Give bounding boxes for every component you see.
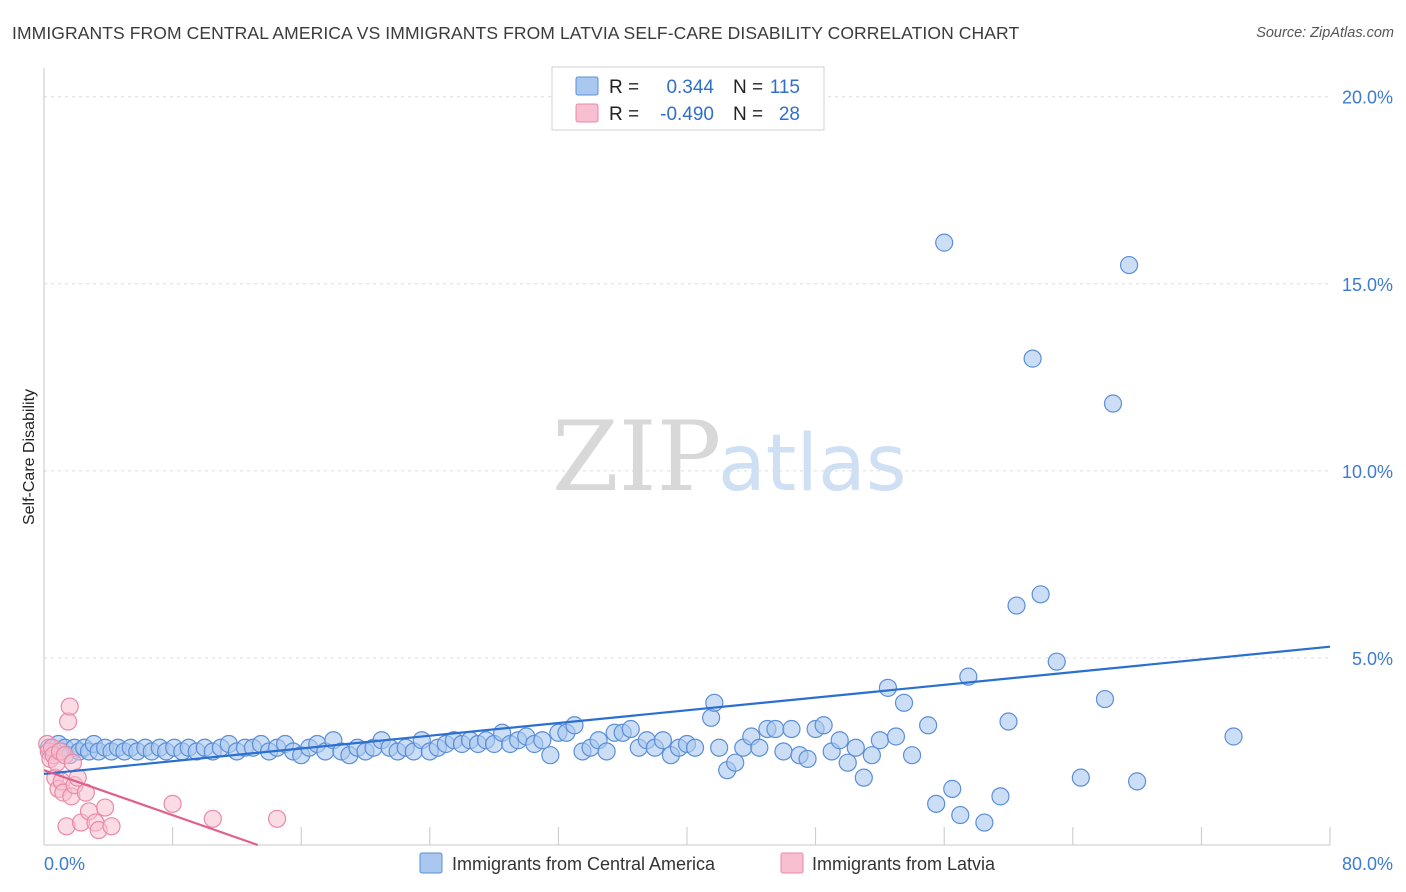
point-central-america-109	[862, 746, 881, 765]
series-central-america-points	[39, 233, 1243, 832]
watermark-atlas: atlas	[718, 419, 907, 509]
point-central-america-126	[1031, 585, 1050, 604]
legend-n-label-1: N =	[733, 104, 763, 125]
point-central-america-83	[653, 731, 672, 750]
legend-n-value-0: 115	[770, 77, 800, 98]
point-central-america-95	[750, 738, 769, 757]
point-central-america-106	[838, 753, 857, 772]
trend-line-central-america	[43, 645, 1331, 776]
point-central-america-127	[1047, 652, 1066, 671]
y-tick-label-2: 15.0%	[1342, 275, 1393, 295]
point-central-america-105	[830, 731, 849, 750]
source-label: Source: ZipAtlas.com	[1256, 25, 1394, 41]
point-central-america-125	[1023, 349, 1042, 368]
point-central-america-76	[597, 742, 616, 761]
point-central-america-79	[621, 719, 640, 739]
point-latvia-27	[203, 809, 222, 828]
point-central-america-111	[878, 678, 898, 697]
y-axis-label: Self-Care Disability	[21, 389, 38, 525]
point-latvia-13	[59, 712, 78, 731]
point-central-america-122	[991, 787, 1010, 806]
x-tick-label-1: 80.0%	[1342, 854, 1393, 874]
point-central-america-92	[726, 753, 745, 772]
legend-n-label-0: N =	[733, 77, 763, 98]
point-central-america-107	[846, 738, 865, 757]
point-central-america-119	[951, 805, 970, 825]
point-central-america-103	[814, 716, 833, 735]
bottom-legend-swatch-latvia	[780, 852, 804, 874]
point-central-america-87	[685, 738, 705, 757]
point-central-america-123	[999, 712, 1018, 731]
legend-r-value-1: -0.490	[660, 104, 714, 125]
point-latvia-18	[68, 768, 87, 787]
point-latvia-25	[102, 817, 121, 836]
watermark-zip: ZIP	[552, 401, 721, 513]
point-latvia-14	[60, 697, 79, 716]
legend-r-label-1: R =	[609, 104, 639, 125]
legend-swatch-central-america	[575, 76, 599, 96]
bottom-legend-label-central-america: Immigrants from Central America	[452, 854, 716, 874]
trend-line-latvia	[43, 769, 259, 847]
trend-lines	[43, 645, 1331, 847]
point-latvia-28	[267, 809, 287, 828]
point-central-america-113	[894, 693, 914, 712]
point-central-america-97	[766, 719, 785, 739]
point-central-america-114	[902, 746, 922, 765]
point-central-america-101	[798, 749, 817, 769]
axes	[43, 68, 1331, 846]
gridlines	[44, 96, 1330, 659]
legend-swatch-latvia	[575, 103, 599, 123]
point-central-america-121	[975, 813, 994, 832]
point-central-america-118	[943, 779, 962, 798]
point-central-america-72	[565, 716, 584, 735]
bottom-legend-swatch-central-america	[419, 852, 443, 874]
point-central-america-116	[927, 794, 946, 813]
y-tick-label-3: 20.0%	[1342, 88, 1393, 108]
point-central-america-124	[1007, 596, 1026, 615]
point-central-america-69	[541, 746, 560, 765]
legend-r-label-0: R =	[609, 77, 639, 98]
point-central-america-90	[710, 738, 729, 757]
point-latvia-24	[95, 798, 115, 817]
bottom-legend-label-latvia: Immigrants from Latvia	[812, 854, 996, 874]
point-central-america-130	[1103, 394, 1123, 413]
point-central-america-99	[782, 719, 801, 739]
point-central-america-68	[533, 731, 552, 750]
point-central-america-117	[935, 233, 954, 252]
tick-labels: 5.0% 10.0% 15.0% 20.0% 0.0% 80.0%	[44, 88, 1393, 874]
y-tick-label-1: 10.0%	[1342, 462, 1393, 482]
point-central-america-120	[959, 667, 978, 686]
point-central-america-131	[1119, 255, 1139, 275]
watermark: ZIP atlas	[552, 401, 907, 513]
series-latvia-points	[38, 697, 287, 840]
point-central-america-108	[854, 768, 873, 787]
chart-title: IMMIGRANTS FROM CENTRAL AMERICA VS IMMIG…	[12, 23, 1020, 43]
point-central-america-112	[886, 727, 906, 746]
x-tick-label-0: 0.0%	[44, 854, 85, 874]
point-latvia-26	[163, 794, 182, 813]
point-central-america-132	[1127, 772, 1147, 791]
point-central-america-129	[1095, 689, 1115, 709]
point-central-america-98	[774, 742, 793, 761]
point-central-america-133	[1224, 727, 1243, 746]
y-tick-label-0: 5.0%	[1352, 649, 1393, 669]
point-central-america-128	[1071, 768, 1090, 787]
point-central-america-115	[919, 716, 938, 735]
legend-n-value-1: 28	[779, 104, 800, 125]
point-central-america-110	[870, 731, 890, 750]
legend-r-value-0: 0.344	[666, 77, 714, 98]
point-central-america-88	[702, 708, 721, 727]
stats-legend: R = 0.344 N = 115 R = -0.490 N = 28	[551, 66, 825, 131]
series-legend: Immigrants from Central America Immigran…	[419, 852, 996, 874]
